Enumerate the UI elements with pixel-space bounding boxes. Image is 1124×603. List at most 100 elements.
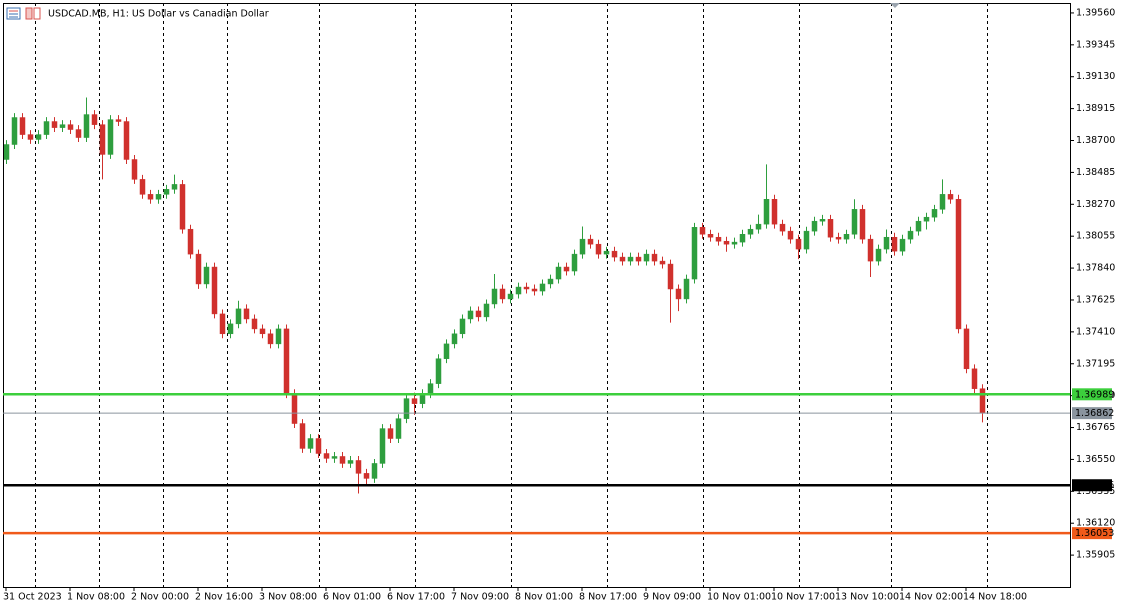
candle-body — [187, 228, 194, 255]
candle-body — [587, 238, 594, 245]
x-tick-label: 14 Nov 18:00 — [963, 592, 1027, 603]
candle-body — [27, 134, 34, 140]
level-label-bg — [1072, 388, 1112, 401]
y-tick-label: 1.39130 — [1076, 71, 1115, 82]
y-tick-label: 1.37625 — [1076, 294, 1115, 305]
candle-body — [811, 220, 818, 232]
level-label: 1.36989 — [1075, 389, 1114, 400]
candle-body — [219, 313, 226, 335]
candle-body — [659, 260, 666, 265]
candle-body — [699, 227, 706, 235]
candle-body — [491, 288, 498, 305]
candle-body — [211, 266, 218, 315]
candle-body — [235, 308, 242, 325]
x-tick-label: 14 Nov 02:00 — [899, 592, 963, 603]
candle-body — [251, 318, 258, 330]
x-tick-label: 9 Nov 09:00 — [643, 592, 701, 603]
x-tick-label: 6 Nov 01:00 — [323, 592, 381, 603]
candle-body — [651, 253, 658, 262]
candle-body — [291, 393, 298, 424]
candle-body — [627, 256, 634, 262]
candle-body — [907, 230, 914, 240]
candle-body — [875, 248, 882, 262]
y-tick-label: 1.36550 — [1076, 454, 1115, 465]
y-tick-label: 1.36335 — [1076, 486, 1115, 497]
candle-body — [275, 328, 282, 345]
candle-body — [707, 234, 714, 238]
candle-body — [35, 134, 42, 140]
x-tick-label: 3 Nov 08:00 — [259, 592, 317, 603]
candle-body — [771, 198, 778, 225]
candle-body — [891, 236, 898, 252]
x-tick-label: 10 Nov 01:00 — [707, 592, 771, 603]
candle-body — [827, 219, 834, 238]
candle-body — [331, 456, 338, 459]
x-tick-label: 6 Nov 17:00 — [387, 592, 445, 603]
candle-body — [91, 114, 98, 125]
candle-body — [499, 288, 506, 300]
candle-body — [779, 223, 786, 232]
candle-body — [427, 383, 434, 394]
candle-body — [963, 328, 970, 370]
candle-body — [283, 328, 290, 394]
x-tick-label: 31 Oct 2023 — [3, 592, 62, 603]
candle-body — [843, 234, 850, 240]
candle-body — [299, 423, 306, 449]
candle-body — [955, 198, 962, 330]
candle-body — [83, 114, 90, 138]
candle-body — [371, 463, 378, 479]
level-label-bg — [1072, 407, 1112, 420]
candle-body — [579, 238, 586, 255]
candle-body — [403, 398, 410, 419]
candle-body — [355, 460, 362, 474]
candle-body — [163, 189, 170, 195]
y-tick-label: 1.37195 — [1076, 358, 1115, 369]
plot-frame — [3, 3, 1071, 588]
candle-body — [3, 144, 10, 160]
candle-body — [51, 121, 58, 128]
candle-body — [979, 388, 986, 414]
y-tick-label: 1.38270 — [1076, 199, 1115, 210]
x-tick-label: 8 Nov 01:00 — [515, 592, 573, 603]
candle-body — [883, 236, 890, 250]
candle-body — [347, 460, 354, 464]
candle-body — [171, 184, 178, 190]
x-tick-label: 1 Nov 08:00 — [67, 592, 125, 603]
x-tick-label: 2 Nov 16:00 — [195, 592, 253, 603]
candle-body — [763, 198, 770, 225]
candle-body — [483, 303, 490, 318]
candle-body — [603, 250, 610, 255]
level-label-bg — [1072, 479, 1112, 492]
plot — [3, 97, 986, 494]
y-tick-label: 1.38915 — [1076, 103, 1115, 114]
candle-body — [683, 278, 690, 300]
candle-body — [675, 288, 682, 300]
candle-body — [67, 124, 74, 130]
candle-body — [667, 263, 674, 290]
candle-body — [147, 194, 154, 200]
candle-body — [395, 418, 402, 439]
y-tick-label: 1.38485 — [1076, 167, 1115, 178]
candle-body — [451, 333, 458, 345]
candle-body — [851, 209, 858, 235]
candle-body — [115, 119, 122, 122]
candle-body — [123, 121, 130, 160]
candle-body — [939, 194, 946, 210]
chart-title: USDCAD.MB, H1: US Dollar vs Canadian Dol… — [48, 9, 269, 20]
candle-body — [507, 293, 514, 300]
candle-body — [715, 236, 722, 242]
candle-body — [931, 209, 938, 218]
header-icons — [6, 7, 41, 20]
shift-marker — [890, 3, 900, 8]
x-tick-label: 13 Nov 10:00 — [835, 592, 899, 603]
x-tick-label: 8 Nov 17:00 — [579, 592, 637, 603]
candle-body — [107, 119, 114, 155]
candle-body — [595, 243, 602, 255]
candle-body — [947, 194, 954, 200]
candle-body — [315, 438, 322, 454]
candle-body — [819, 219, 826, 222]
candle-body — [899, 238, 906, 252]
